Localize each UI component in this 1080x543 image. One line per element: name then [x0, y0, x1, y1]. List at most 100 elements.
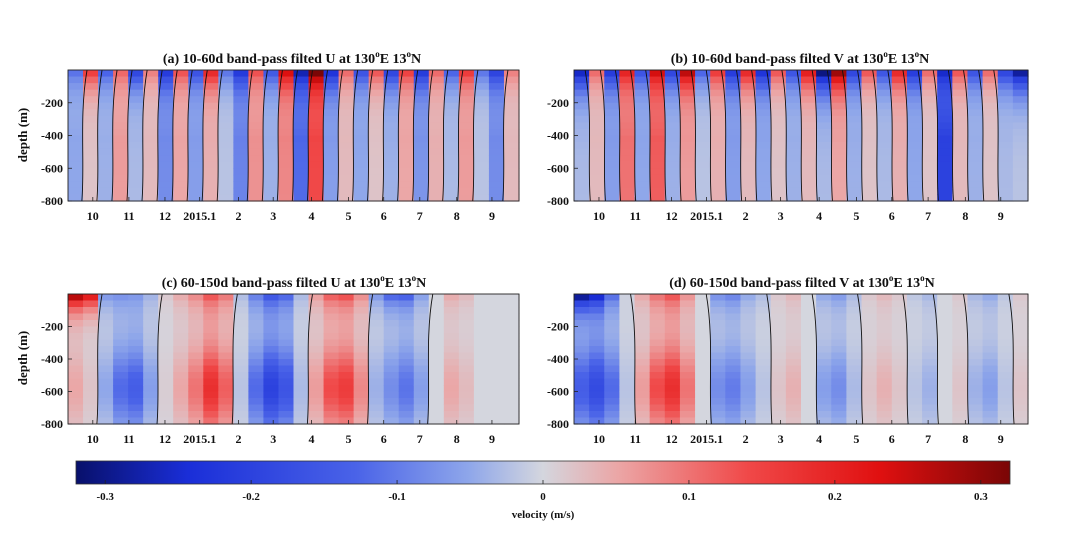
heatmap-cell	[906, 155, 923, 163]
heatmap-cell	[158, 115, 174, 123]
heatmap-cell	[801, 142, 817, 150]
heatmap-cell	[473, 365, 490, 373]
heatmap-cell	[997, 313, 1014, 321]
heatmap-cell	[308, 89, 325, 97]
heatmap-cell	[353, 128, 370, 137]
heatmap-cell	[801, 346, 817, 354]
heatmap-cell	[816, 411, 832, 419]
heatmap-cell	[323, 313, 340, 321]
zero-contour	[872, 69, 879, 202]
heatmap-cell	[740, 300, 757, 308]
heatmap-cell	[383, 135, 400, 143]
heatmap-cell	[338, 194, 355, 202]
heatmap-cell	[922, 300, 938, 308]
heatmap-cell	[503, 142, 520, 150]
heatmap-cell	[368, 194, 385, 202]
heatmap-cell	[293, 135, 310, 143]
heatmap-cell	[323, 70, 340, 78]
heatmap-cell	[233, 102, 249, 110]
heatmap-cell	[816, 398, 832, 406]
heatmap-cell	[383, 83, 400, 91]
heatmap-cell	[876, 76, 893, 84]
heatmap-cell	[574, 398, 590, 406]
heatmap-cell	[368, 142, 385, 150]
heatmap-cell	[740, 181, 757, 189]
heatmap-cell	[861, 76, 878, 84]
heatmap-cell	[679, 83, 696, 91]
heatmap-cell	[740, 89, 757, 97]
heatmap-cell	[353, 76, 370, 84]
heatmap-cell	[398, 194, 415, 202]
heatmap-cell	[413, 313, 430, 321]
heatmap-cell	[649, 372, 666, 380]
heatmap-cell	[83, 96, 99, 104]
heatmap-cell	[98, 122, 114, 130]
heatmap-cell	[158, 135, 174, 143]
heatmap-cell	[755, 372, 772, 380]
heatmap-cell	[649, 313, 666, 321]
zero-contour	[811, 293, 818, 425]
heatmap-cell	[398, 187, 415, 196]
heatmap-cell	[383, 161, 400, 169]
heatmap-cell	[997, 326, 1014, 334]
heatmap-cell	[816, 378, 832, 386]
heatmap-cell	[619, 300, 636, 308]
heatmap-cell	[861, 122, 878, 130]
heatmap-cell	[98, 398, 114, 406]
zero-contour	[427, 293, 434, 425]
heatmap-cell	[1012, 359, 1029, 367]
heatmap-cell	[128, 391, 144, 399]
heatmap-cell	[982, 148, 999, 156]
heatmap-cell	[619, 174, 636, 182]
heatmap-cell	[473, 115, 490, 123]
heatmap-cell	[473, 372, 490, 380]
heatmap-cell	[816, 155, 832, 163]
heatmap-cell	[801, 391, 817, 399]
heatmap-cell	[664, 352, 681, 360]
heatmap-cell	[589, 352, 605, 360]
heatmap-cell	[604, 102, 620, 110]
heatmap-cell	[785, 346, 802, 354]
heatmap-cell	[725, 194, 742, 202]
heatmap-cell	[203, 109, 219, 117]
heatmap-cell	[604, 398, 620, 406]
heatmap-cell	[725, 333, 742, 341]
heatmap-cell	[922, 365, 938, 373]
heatmap-cell	[785, 187, 802, 196]
heatmap-cell	[1012, 187, 1029, 196]
heatmap-cell	[83, 128, 99, 137]
heatmap-cell	[785, 102, 802, 110]
heatmap-cell	[982, 313, 999, 321]
heatmap-cell	[188, 391, 204, 399]
heatmap-cell	[574, 378, 590, 386]
heatmap-cell	[443, 135, 460, 143]
heatmap-cell	[1012, 135, 1029, 143]
heatmap-cell	[846, 372, 863, 380]
heatmap-cell	[293, 155, 310, 163]
heatmap-cell	[634, 294, 651, 302]
heatmap-cell	[589, 70, 605, 78]
heatmap-cell	[649, 411, 666, 419]
heatmap-cell	[967, 102, 984, 110]
heatmap-cell	[589, 187, 605, 196]
heatmap-cell	[113, 365, 129, 373]
heatmap-cell	[649, 359, 666, 367]
heatmap-cell	[967, 300, 984, 308]
heatmap-cell	[488, 307, 505, 315]
heatmap-cell	[982, 155, 999, 163]
heatmap-cell	[293, 346, 310, 354]
heatmap-cell	[982, 391, 999, 399]
heatmap-cell	[876, 155, 893, 163]
heatmap-cell	[801, 135, 817, 143]
heatmap-cell	[725, 326, 742, 334]
heatmap-cell	[98, 142, 114, 150]
heatmap-cell	[846, 378, 863, 386]
heatmap-cell	[83, 70, 99, 78]
heatmap-cell	[98, 391, 114, 399]
heatmap-cell	[353, 89, 370, 97]
heatmap-cell	[263, 391, 280, 399]
heatmap-cell	[755, 161, 772, 169]
heatmap-cell	[619, 89, 636, 97]
heatmap-cell	[368, 109, 385, 117]
heatmap-cell	[338, 346, 355, 354]
